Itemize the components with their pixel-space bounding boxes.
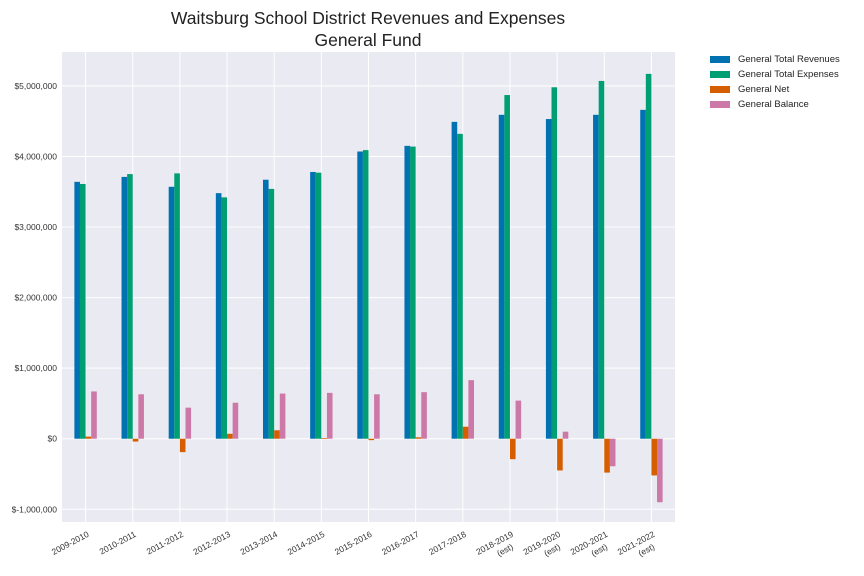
- legend-item: General Net: [710, 82, 840, 97]
- bar-general-net: [85, 436, 92, 439]
- bar-general-balance: [562, 431, 569, 439]
- y-tick-label: $2,000,000: [14, 293, 57, 303]
- bar-general-total-revenues: [498, 114, 505, 439]
- x-tick-label: 2015-2016: [333, 529, 374, 557]
- bar-general-net: [415, 437, 422, 439]
- bar-general-total-expenses: [127, 174, 133, 439]
- x-tick-label: 2011-2012: [145, 529, 185, 557]
- x-tick-labels: 2009-2010 2010-2011 2011-2012 2012-2013 2013…: [50, 529, 662, 567]
- legend-label: General Balance: [738, 99, 809, 110]
- legend: General Total Revenues General Total Expe…: [710, 52, 840, 112]
- y-tick-label: $4,000,000: [14, 151, 57, 161]
- x-tick-label: 2020-2021(est): [569, 529, 615, 567]
- bar-general-balance: [421, 392, 427, 439]
- bar-general-balance: [232, 402, 239, 439]
- bar-general-balance: [91, 391, 97, 439]
- y-tick-label: $1,000,000: [14, 363, 57, 373]
- bar-general-balance: [279, 393, 286, 439]
- legend-item: General Total Revenues: [710, 52, 840, 67]
- x-tick-label: 2014-2015: [286, 529, 327, 557]
- bar-general-total-revenues: [640, 109, 646, 439]
- bar-general-total-expenses: [174, 173, 180, 439]
- bar-general-net: [368, 438, 375, 441]
- bar-general-total-revenues: [451, 121, 458, 439]
- bar-general-total-expenses: [221, 197, 228, 439]
- x-tick-label: 2018-2019(est): [474, 529, 520, 567]
- bar-general-balance: [185, 407, 192, 439]
- bar-general-total-expenses: [457, 133, 463, 439]
- x-tick-label: 2017-2018: [427, 529, 468, 557]
- bar-general-total-revenues: [545, 119, 552, 439]
- legend-item: General Balance: [710, 97, 840, 112]
- bar-general-total-expenses: [410, 146, 416, 439]
- bar-general-total-expenses: [315, 172, 322, 439]
- bar-general-total-revenues: [404, 145, 411, 439]
- bar-general-net: [179, 438, 186, 453]
- bar-general-total-expenses: [504, 95, 510, 439]
- chart-title-line-2: General Fund: [314, 30, 421, 50]
- bar-general-net: [557, 438, 563, 471]
- legend-swatch: [710, 101, 730, 108]
- bar-general-balance: [468, 380, 475, 439]
- bar-general-net: [651, 438, 658, 476]
- x-tick-label: 2013-2014: [239, 529, 280, 557]
- bar-general-total-revenues: [121, 176, 128, 439]
- legend-swatch: [710, 86, 730, 93]
- y-tick-label: $0: [48, 434, 58, 444]
- bar-general-net: [227, 433, 233, 439]
- bar-general-balance: [515, 400, 522, 439]
- bar-general-total-revenues: [310, 171, 316, 439]
- x-tick-label: 2010-2011: [98, 529, 138, 557]
- bar-general-net: [509, 438, 516, 460]
- bar-general-net: [462, 426, 469, 439]
- bar-general-net: [604, 438, 610, 473]
- bar-general-total-revenues: [74, 181, 80, 439]
- bar-general-total-revenues: [593, 114, 599, 439]
- bar-general-net: [274, 430, 280, 439]
- x-tick-label: 2016-2017: [380, 529, 421, 557]
- bar-general-total-expenses: [268, 188, 275, 439]
- bar-general-total-revenues: [215, 193, 222, 439]
- bar-general-total-expenses: [362, 150, 369, 439]
- bar-general-balance: [374, 394, 380, 439]
- legend-swatch: [710, 71, 730, 78]
- x-tick-label: 2021-2022(est): [616, 529, 662, 567]
- bars: [74, 73, 663, 503]
- chart-title-line-1: Waitsburg School District Revenues and E…: [171, 8, 566, 28]
- bar-general-balance: [138, 394, 144, 439]
- bar-general-total-revenues: [262, 179, 269, 439]
- bar-general-total-expenses: [79, 183, 86, 439]
- bar-general-balance: [326, 392, 333, 439]
- bar-general-net: [321, 438, 327, 439]
- bar-general-balance: [657, 438, 663, 503]
- bar-general-total-revenues: [357, 151, 363, 439]
- bar-general-total-expenses: [551, 87, 558, 439]
- x-tick-label: 2019-2020(est): [521, 529, 567, 567]
- y-tick-label: $3,000,000: [14, 222, 57, 232]
- y-tick-labels: $-1,000,000 $0 $1,000,000 $2,000,000 $3,000,…: [12, 81, 58, 514]
- legend-label: General Total Revenues: [738, 54, 840, 65]
- x-tick-label: 2012-2013: [191, 529, 232, 557]
- legend-item: General Total Expenses: [710, 67, 840, 82]
- y-tick-label: $5,000,000: [14, 81, 57, 91]
- legend-label: General Net: [738, 84, 790, 95]
- bar-general-total-expenses: [645, 73, 652, 439]
- bar-general-balance: [609, 438, 616, 467]
- legend-label: General Total Expenses: [738, 69, 839, 80]
- legend-swatch: [710, 56, 730, 63]
- bar-general-total-revenues: [168, 186, 175, 439]
- x-tick-label: 2009-2010: [50, 529, 91, 557]
- bar-general-net: [132, 438, 139, 442]
- y-tick-label: $-1,000,000: [12, 504, 58, 514]
- bar-general-total-expenses: [598, 80, 605, 439]
